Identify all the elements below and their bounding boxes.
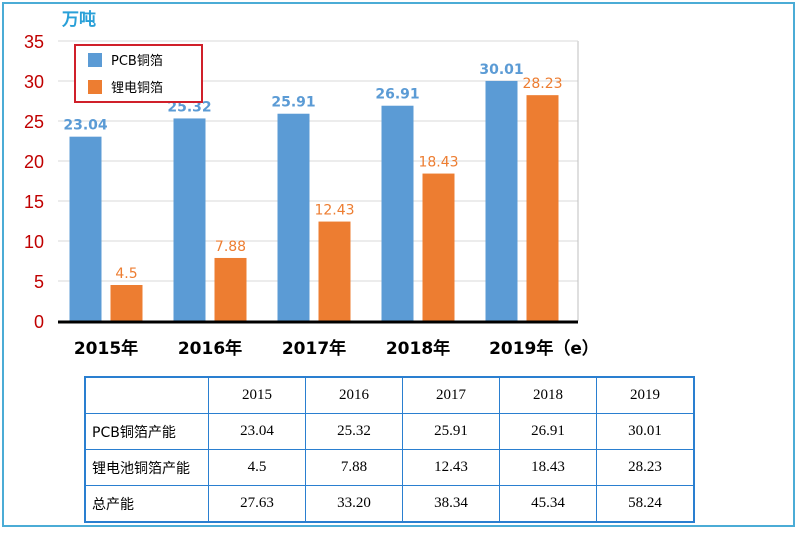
y-tick-label: 5: [34, 272, 44, 292]
unit-label: 万吨: [61, 9, 96, 30]
table-cell: 25.32: [305, 413, 403, 450]
legend-swatch-pcb: [88, 53, 102, 67]
table-corner: [84, 376, 209, 414]
y-tick-label: 0: [34, 312, 44, 332]
table-cell: 4.5: [208, 449, 306, 486]
x-tick-label: 2017年: [282, 338, 346, 359]
data-label-pcb: 25.91: [271, 95, 315, 111]
table-header: 2017: [402, 376, 500, 414]
data-table-wrap: 2015 2016 2017 2018 2019 PCB铜箔产能 23.04 2…: [84, 376, 695, 523]
table-header: 2018: [499, 376, 597, 414]
data-label-lithium: 18.43: [418, 155, 458, 171]
table-cell: 30.01: [596, 413, 695, 450]
data-labels: 23.04 25.32 25.91 26.91 30.01 4.5 7.88 12.43 18.…: [63, 62, 562, 282]
bar-lithium: [214, 257, 247, 321]
table-header: 2019: [596, 376, 695, 414]
x-tick-label: 2016年: [178, 338, 242, 359]
x-axis-ticks: 2015年 2016年 2017年 2018年 2019年（e）: [58, 320, 599, 359]
legend-label-li: 锂电铜箔: [111, 80, 163, 96]
table-cell: 27.63: [208, 485, 306, 523]
bar-lithium: [110, 285, 143, 321]
table-row: PCB铜箔产能 23.04 25.32 25.91 26.91 30.01: [84, 413, 695, 450]
table-row-label: 总产能: [84, 485, 209, 523]
bar-lithium: [422, 173, 455, 321]
table-row-label: PCB铜箔产能: [84, 413, 209, 450]
x-tick-label: 2018年: [386, 338, 450, 359]
table-cell: 28.23: [596, 449, 695, 486]
y-tick-label: 30: [24, 72, 44, 92]
y-tick-label: 20: [24, 152, 44, 172]
bars: [69, 80, 559, 321]
data-label-pcb: 25.32: [167, 99, 211, 115]
table-row: 锂电池铜箔产能 4.5 7.88 12.43 18.43 28.23: [84, 449, 695, 486]
y-tick-label: 10: [24, 232, 44, 252]
table-row-label: 锂电池铜箔产能: [84, 449, 209, 486]
table-cell: 25.91: [402, 413, 500, 450]
table-header: 2016: [305, 376, 403, 414]
bar-pcb: [381, 105, 414, 321]
y-tick-label: 15: [24, 192, 44, 212]
bar-chart: 0 5 10 15 20 25 30 35 23.04 25.32 25.91 26.91 30.01…: [24, 9, 599, 359]
x-tick-label: 2019年（e）: [489, 338, 599, 359]
table-cell: 58.24: [596, 485, 695, 523]
table-header: 2015: [208, 376, 306, 414]
table-cell: 18.43: [499, 449, 597, 486]
table-cell: 26.91: [499, 413, 597, 450]
legend: PCB铜箔 锂电铜箔: [74, 44, 203, 103]
data-label-lithium: 12.43: [314, 203, 354, 219]
y-tick-label: 35: [24, 32, 44, 52]
data-label-lithium: 28.23: [522, 76, 562, 92]
table-cell: 33.20: [305, 485, 403, 523]
bar-lithium: [318, 221, 351, 321]
data-label-pcb: 23.04: [63, 118, 108, 134]
bar-pcb: [69, 136, 102, 321]
table-header-row: 2015 2016 2017 2018 2019: [84, 376, 695, 414]
table-cell: 45.34: [499, 485, 597, 523]
x-tick-label: 2015年: [74, 338, 138, 359]
data-label-pcb: 26.91: [375, 87, 419, 103]
data-table: 2015 2016 2017 2018 2019 PCB铜箔产能 23.04 2…: [84, 376, 695, 523]
table-cell: 12.43: [402, 449, 500, 486]
data-label-lithium: 7.88: [215, 239, 246, 255]
bar-lithium: [526, 95, 559, 321]
table-cell: 23.04: [208, 413, 306, 450]
table-cell: 38.34: [402, 485, 500, 523]
table-row: 总产能 27.63 33.20 38.34 45.34 58.24: [84, 485, 695, 523]
data-label-pcb: 30.01: [479, 62, 523, 78]
y-tick-label: 25: [24, 112, 44, 132]
legend-label-pcb: PCB铜箔: [111, 53, 163, 69]
bar-pcb: [485, 80, 518, 321]
bar-pcb: [173, 118, 206, 321]
data-label-lithium: 4.5: [115, 266, 137, 282]
table-cell: 7.88: [305, 449, 403, 486]
bar-pcb: [277, 113, 310, 321]
legend-swatch-li: [88, 80, 102, 94]
y-axis-ticks: 0 5 10 15 20 25 30 35: [24, 32, 44, 332]
